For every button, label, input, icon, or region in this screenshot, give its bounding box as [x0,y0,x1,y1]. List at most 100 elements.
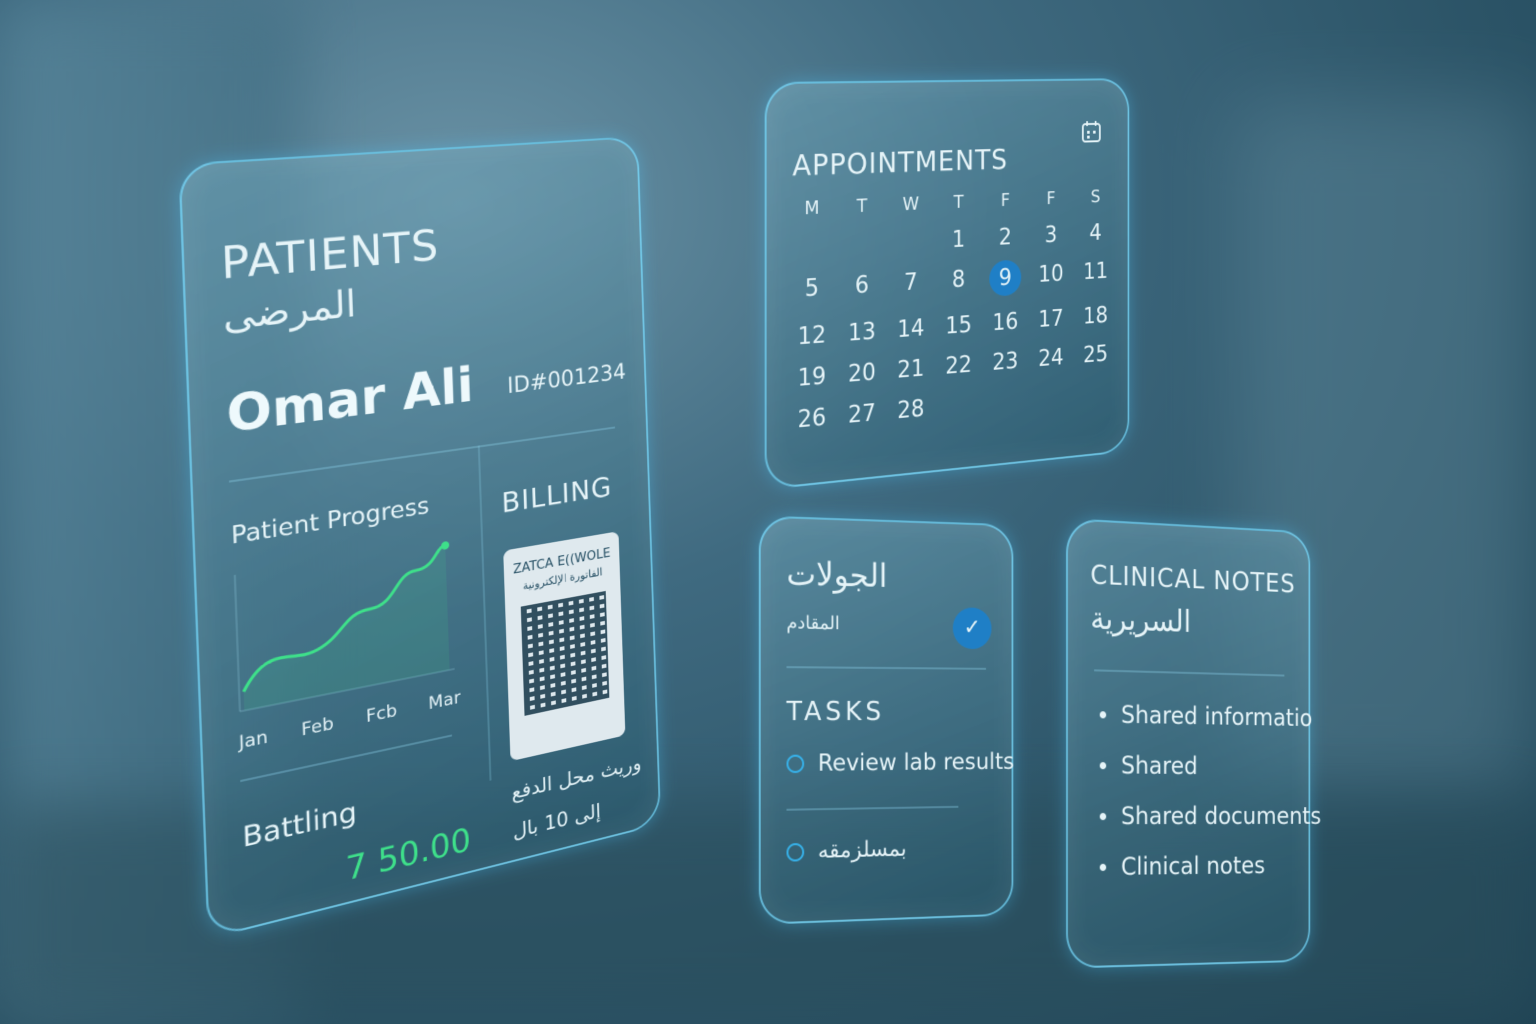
task-circle-icon [786,754,805,774]
day-number: 17 [1038,305,1064,333]
calendar-day[interactable]: 22 [935,351,982,381]
patient-id: ID#001234 [506,360,627,400]
check-icon[interactable]: ✓ [952,607,992,650]
calendar-day[interactable]: 14 [887,314,935,344]
zatca-qr-card: ZATCA E((WOLE الفاتورة الإلكترونية [503,531,626,762]
x-label: Mar [428,687,461,715]
calendar-day[interactable]: 16 [982,308,1028,337]
day-number: 11 [1083,258,1108,286]
note-item[interactable]: Shared documents [1099,802,1321,830]
rounds-title: الجولات [786,554,888,595]
calendar-empty [887,228,935,257]
calendar-day[interactable]: 24 [1028,344,1073,373]
calendar-day[interactable]: 18 [1073,302,1117,330]
progress-title: Patient Progress [230,492,430,551]
day-number: 8 [951,266,966,294]
qr-code [520,590,610,716]
calendar-icon[interactable] [1080,119,1102,145]
note-item[interactable]: Shared [1099,751,1321,781]
task-item[interactable]: Review lab results [786,749,1014,777]
calendar-day[interactable]: 19 [786,362,837,393]
notes-title: CLINICAL NOTES [1090,560,1296,600]
appointments-title: APPOINTMENTS [792,142,1008,183]
calendar-day[interactable]: 8 [935,265,982,300]
day-number: 26 [797,404,827,434]
task-label: Review lab results [817,749,1015,777]
day-number: 1 [951,226,966,254]
day-number: 16 [992,308,1019,337]
patients-panel: PATIENTS المرضى Omar Ali ID#001234 Patie… [178,136,662,940]
note-item[interactable]: Clinical notes [1099,851,1321,881]
calendar-day[interactable]: 23 [982,347,1028,376]
calendar-day[interactable]: 25 [1073,340,1117,369]
billing-line-2: إلى 10 بال [512,798,602,844]
calendar-day[interactable]: 13 [837,318,886,348]
tasks-panel: الجولات المقادم ✓ TASKS Review lab resul… [758,515,1014,925]
day-number: 14 [897,315,925,344]
calendar-day[interactable]: 6 [837,271,886,307]
weekday-label: T [856,195,868,218]
weekday-label: M [804,197,820,220]
day-number: 5 [804,274,820,303]
day-number: 10 [1038,260,1064,288]
calendar-day[interactable]: 26 [786,403,837,434]
calendar-empty [837,230,886,259]
task-item[interactable]: بمسلزمقه [786,836,907,865]
calendar-day[interactable]: 2 [982,224,1028,252]
billing-line-1: وريث محل الدفع [511,750,642,805]
patient-name: Omar Ali [225,356,475,445]
weekday-label: W [902,193,920,216]
x-label: Feb [300,713,335,741]
tasks-title: TASKS [786,696,885,728]
day-number: 15 [945,311,972,340]
calendar-day[interactable]: 12 [786,321,837,351]
appointments-panel: APPOINTMENTS M T W T F F S 1 2 3 4 5 6 7 8 9 10 11 12 13 14 1… [764,78,1130,491]
billing-amount: 7 50.00 [344,820,472,889]
calendar-empty [786,232,837,261]
calendar-day[interactable]: 4 [1073,219,1117,246]
day-number: 25 [1083,341,1108,369]
x-label: Jan [238,726,269,754]
calendar-day[interactable]: 7 [887,268,935,303]
day-number: 22 [945,351,972,380]
notes-title-arabic: السريرية [1090,600,1192,641]
day-number: 12 [797,321,827,351]
calendar-day[interactable]: 17 [1028,305,1073,334]
day-number: 24 [1038,344,1064,373]
patients-title: PATIENTS [219,220,440,290]
day-number: 19 [797,362,827,393]
day-number: 2 [998,224,1012,251]
day-number: 18 [1083,302,1108,330]
progress-chart [233,539,460,723]
calendar-day[interactable]: 28 [887,395,935,426]
note-item[interactable]: Shared informatio [1099,700,1321,732]
day-number: 4 [1089,220,1102,246]
calendar-day[interactable]: 11 [1073,258,1117,292]
day-number: 27 [847,399,876,429]
calendar-grid: M T W T F F S 1 2 3 4 5 6 7 8 9 10 11 12 13 14 15 16 17 18 19 20 21… [786,186,1117,435]
weekday-label: T [953,191,964,214]
calendar-day[interactable]: 3 [1028,222,1073,250]
calendar-day[interactable]: 10 [1028,260,1073,294]
day-number: 7 [904,269,918,297]
billing-title: BILLING [500,470,613,520]
task-label: بمسلزمقه [817,836,907,864]
rounds-subtitle: المقادم [786,612,840,635]
calendar-day[interactable]: 15 [935,311,982,340]
calendar-day[interactable]: 27 [837,399,886,430]
day-number: 21 [897,355,925,384]
calendar-day[interactable]: 1 [935,226,982,254]
clinical-notes-panel: CLINICAL NOTES السريرية Shared informati… [1066,518,1321,969]
calendar-day[interactable]: 21 [887,355,935,385]
day-number: 28 [897,395,925,425]
day-number: 23 [992,348,1019,376]
day-number: 6 [854,271,869,300]
calendar-day[interactable]: 5 [786,274,837,310]
weekday-label: S [1090,186,1101,208]
calendar-day[interactable]: 9 [982,259,1028,297]
day-number: 3 [1044,222,1058,249]
billing-label: Battling [241,796,358,855]
calendar-day[interactable]: 20 [837,358,886,389]
task-check-icon [786,842,805,862]
x-label: Fcb [365,700,398,728]
